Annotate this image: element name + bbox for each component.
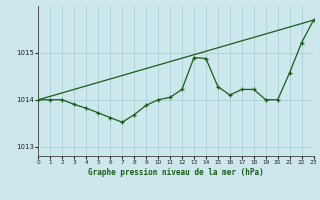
X-axis label: Graphe pression niveau de la mer (hPa): Graphe pression niveau de la mer (hPa)	[88, 168, 264, 177]
